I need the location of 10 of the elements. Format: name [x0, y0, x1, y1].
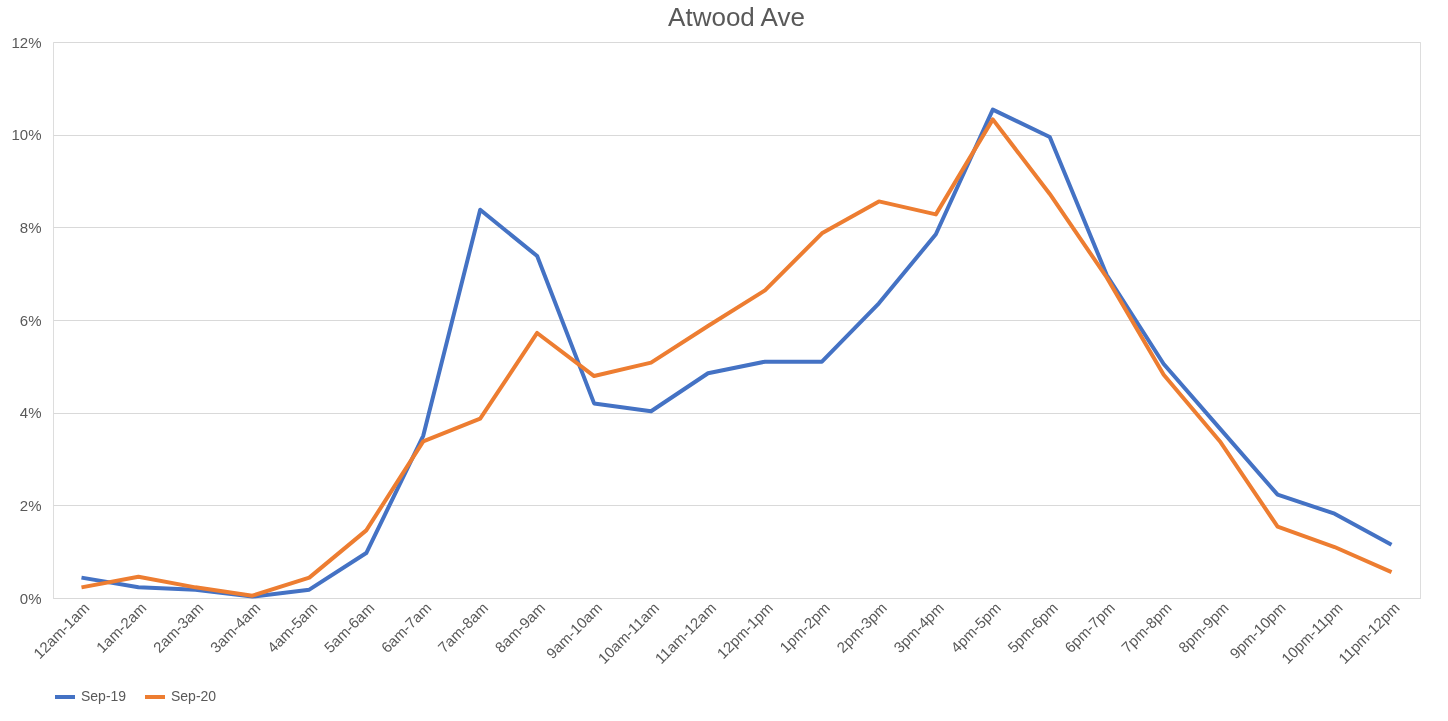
y-tick-label: 4% [19, 404, 42, 422]
legend-label: Sep-20 [171, 688, 217, 704]
y-tick-label: 8% [19, 218, 42, 236]
y-tick-label: 2% [19, 496, 42, 514]
legend-label: Sep-19 [81, 688, 127, 704]
y-tick-label: 0% [19, 589, 42, 607]
y-tick-label: 6% [19, 311, 42, 329]
chart-title: Atwood Ave [668, 2, 805, 32]
y-tick-label: 10% [11, 126, 42, 144]
y-tick-label: 12% [11, 33, 42, 51]
